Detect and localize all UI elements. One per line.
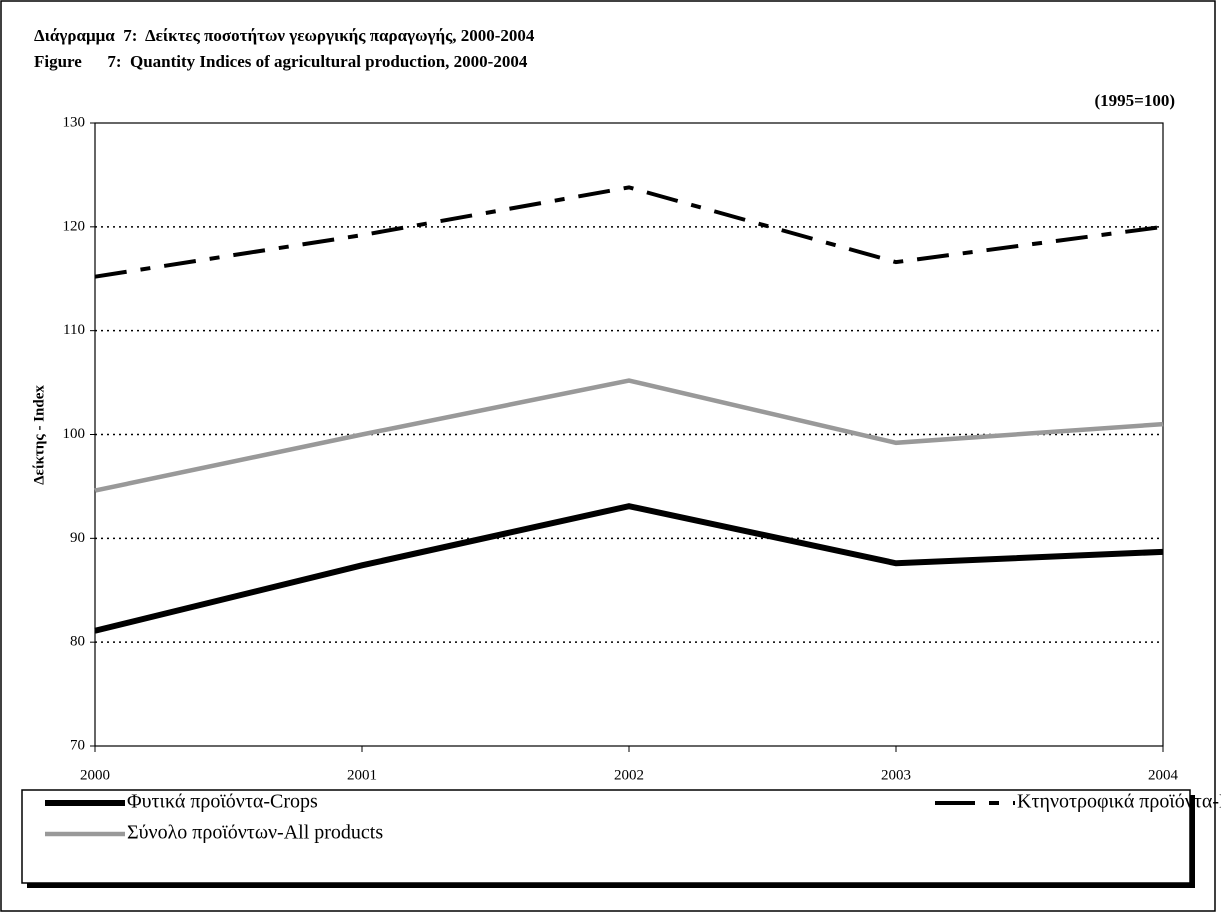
x-tick-label: 2004 [1148, 767, 1179, 783]
x-tick-label: 2002 [614, 767, 644, 783]
y-tick-label: 90 [70, 530, 85, 546]
legend-label: Φυτικά προϊόντα-Crops [127, 791, 318, 813]
series-line [94, 378, 1164, 493]
y-tick-label: 100 [63, 426, 86, 442]
chart-subtitle: Figure 7: Quantity Indices of agricultur… [34, 52, 528, 71]
y-axis-label: Δείκτης - Index [31, 385, 47, 485]
x-tick-label: 2000 [80, 767, 110, 783]
legend-box [21, 789, 1191, 884]
legend-label: Σύνολο προϊόντων-All products [127, 822, 383, 844]
y-tick-label: 110 [63, 322, 85, 338]
note: (1995=100) [1094, 91, 1175, 110]
x-tick-label: 2003 [881, 767, 911, 783]
y-tick-label: 80 [70, 634, 85, 650]
series-line [94, 185, 1164, 279]
x-tick-label: 2001 [347, 767, 377, 783]
y-tick-label: 70 [70, 737, 85, 753]
chart-title: Διάγραμμα 7: Δείκτες ποσοτήτων γεωργικής… [34, 26, 535, 45]
y-tick-label: 120 [63, 218, 86, 234]
series-line [94, 503, 1164, 634]
legend-label: Κτηνοτροφικά προϊόντα-Livestock products [1017, 791, 1221, 813]
y-tick-label: 130 [63, 114, 86, 130]
